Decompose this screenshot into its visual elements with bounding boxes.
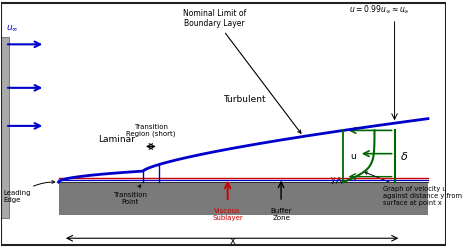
Text: Laminar: Laminar [99, 135, 136, 144]
Text: $u = 0.99u_{\infty} \approx u_{\infty}$: $u = 0.99u_{\infty} \approx u_{\infty}$ [348, 3, 410, 15]
Text: u: u [350, 152, 356, 161]
Text: y: y [331, 175, 336, 184]
Text: x: x [229, 236, 235, 247]
Text: Nominal Limit of
Boundary Layer: Nominal Limit of Boundary Layer [182, 9, 301, 133]
Text: Transition
Point: Transition Point [113, 185, 147, 205]
Text: Viscous
Sublayer: Viscous Sublayer [212, 208, 243, 221]
Text: Transition
Region (short): Transition Region (short) [126, 124, 176, 137]
Text: Turbulent: Turbulent [223, 95, 266, 104]
Text: Graph of velocity u
against distance y from
surface at point x: Graph of velocity u against distance y f… [365, 172, 463, 206]
Bar [0, 37, 9, 218]
Text: Leading
Edge: Leading Edge [3, 181, 55, 203]
Text: $\delta$: $\delta$ [400, 150, 408, 162]
Text: Buffer
Zone: Buffer Zone [270, 208, 292, 221]
Text: $u_{\infty}$: $u_{\infty}$ [6, 23, 18, 33]
Bar [59, 182, 428, 215]
